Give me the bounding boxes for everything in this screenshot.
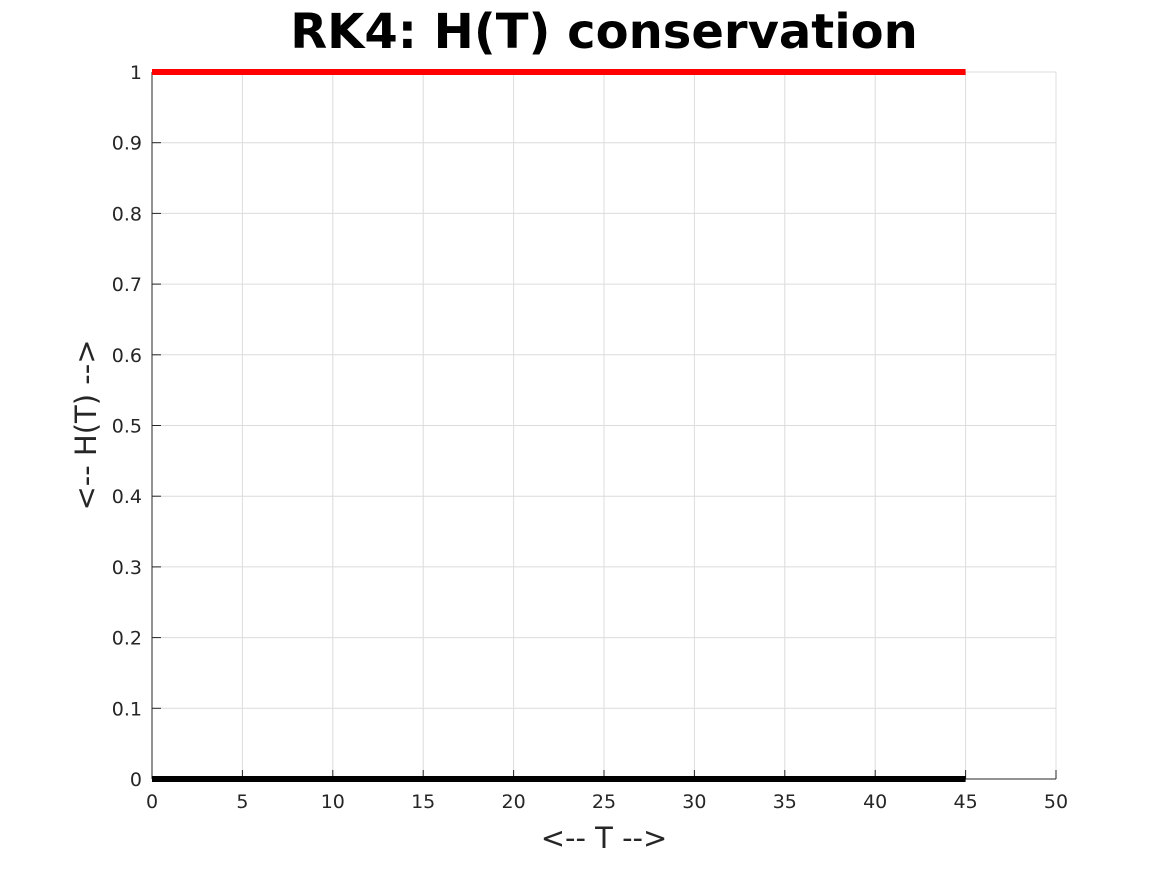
x-tick-label: 30 [682, 791, 706, 813]
y-tick-label: 0.6 [112, 345, 142, 367]
x-tick-label: 10 [321, 791, 345, 813]
y-tick-label: 0.4 [112, 486, 142, 508]
y-axis-label: <-- H(T) --> [69, 339, 103, 510]
x-tick-label: 20 [502, 791, 526, 813]
series-layer [152, 69, 966, 782]
tick-label-layer: 0 5 10 15 20 25 30 35 40 45 50 0 0.1 0.2 0.3 0.4 0.5 0.6 0… [112, 62, 1068, 813]
x-tick-label: 40 [863, 791, 887, 813]
y-tick-label: 0.2 [112, 628, 142, 650]
y-tick-label: 1 [130, 62, 142, 84]
y-tick-label: 0 [130, 769, 142, 791]
y-tick-label: 0.3 [112, 557, 142, 579]
y-tick-label: 0.9 [112, 133, 142, 155]
y-tick-label: 0.1 [112, 698, 142, 720]
x-tick-label: 45 [954, 791, 978, 813]
x-tick-label: 35 [773, 791, 797, 813]
y-tick-label: 0.5 [112, 416, 142, 438]
y-tick-label: 0.8 [112, 203, 142, 225]
x-tick-label: 0 [146, 791, 158, 813]
x-tick-label: 5 [236, 791, 248, 813]
chart-title: RK4: H(T) conservation [290, 4, 918, 60]
x-axis-label: <-- T --> [541, 821, 668, 855]
x-tick-label: 25 [592, 791, 616, 813]
x-tick-label: 15 [411, 791, 435, 813]
y-tick-label: 0.7 [112, 274, 142, 296]
x-tick-label: 50 [1044, 791, 1068, 813]
